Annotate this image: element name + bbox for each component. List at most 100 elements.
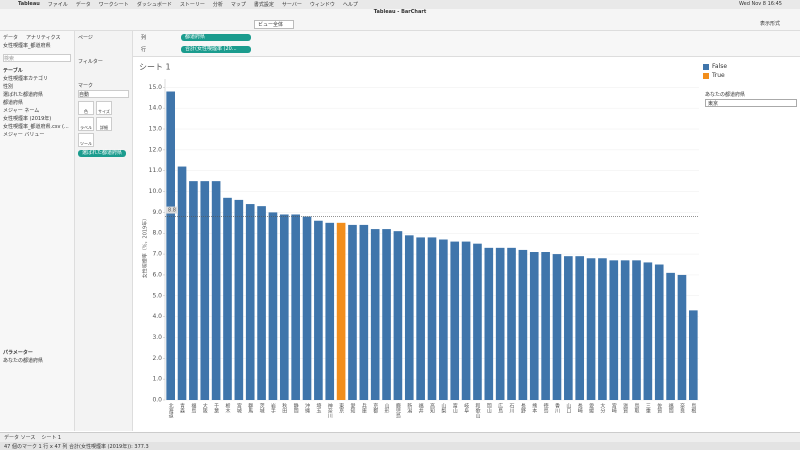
menu-item[interactable]: ウィンドウ <box>309 2 335 8</box>
pane-tab[interactable]: アナリティクス <box>26 35 61 41</box>
menu-item[interactable]: ファイル <box>47 2 68 8</box>
sheet-tab[interactable]: シート 1 <box>41 435 62 441</box>
bar <box>370 229 380 400</box>
mark-button[interactable]: サイズ <box>96 101 112 115</box>
menu-items: ファイル データ ワークシート ダッシュボード ストーリー 分析 マップ 書式設定 サーバー ウィ… <box>48 1 358 8</box>
x-tick-label: 鹿児島 <box>395 402 401 419</box>
y-tick-label: 5.0 <box>152 292 162 299</box>
rows-pill[interactable]: 合計(女性喫煙率 (20... <box>181 46 251 53</box>
x-tick-label: 石川 <box>509 403 515 413</box>
x-tick-label: 沖縄 <box>304 402 310 413</box>
menu-item[interactable]: ダッシュボード <box>136 2 172 8</box>
x-tick-label: 長野 <box>520 403 526 414</box>
menu-item[interactable]: ヘルプ <box>342 2 358 8</box>
legend: False True <box>703 62 798 212</box>
field[interactable]: 選ばれた都道府県 <box>3 92 44 98</box>
x-tick-label: 宮崎 <box>611 402 617 414</box>
menu-item[interactable]: 分析 <box>212 2 223 8</box>
legend-swatch <box>703 63 709 70</box>
bar <box>427 237 437 400</box>
x-tick-label: 和歌山 <box>474 402 480 419</box>
menu-item[interactable]: マップ <box>230 2 246 8</box>
search-box[interactable]: 検索 <box>3 54 71 62</box>
menu-item[interactable]: ワークシート <box>98 2 129 8</box>
legend-entry: True <box>703 71 798 80</box>
marks-card: マーク <box>78 83 94 89</box>
bar <box>234 199 244 400</box>
pane-tab[interactable]: データ <box>3 35 19 41</box>
sheet-tab[interactable]: データ ソース <box>4 435 36 441</box>
mark-button[interactable]: ラベル <box>78 117 94 131</box>
x-tick-label: 山梨 <box>440 402 446 414</box>
menu-bar: Tableau ファイル データ ワークシート ダッシュボード ストーリー 分析 マップ 書式… <box>0 0 800 9</box>
x-tick-label: 広島 <box>497 402 503 414</box>
field[interactable]: メジャー ネーム <box>3 108 40 114</box>
bar <box>200 181 210 400</box>
mark-button[interactable]: 詳細 <box>96 117 112 131</box>
columns-pill[interactable]: 都道府県 <box>181 34 251 41</box>
field[interactable]: 女性喫煙率_都道府県.csv (... <box>3 124 69 130</box>
mark-button[interactable]: ツールヒント <box>78 133 94 147</box>
bar <box>291 214 300 400</box>
columns-label: 列 <box>141 35 147 41</box>
color-pill[interactable]: 選ばれた都道府県 <box>78 150 127 157</box>
bar <box>495 247 505 400</box>
sheet-tabs: データ ソース シート 1 <box>0 432 800 442</box>
x-tick-label: 福島 <box>190 402 196 414</box>
mark-type[interactable]: 自動 <box>78 90 129 98</box>
bar <box>245 204 255 400</box>
menu-item[interactable]: サーバー <box>281 2 302 8</box>
bar <box>620 260 630 400</box>
bar <box>416 237 425 400</box>
x-tick-label: 香川 <box>554 402 560 413</box>
bar <box>552 254 562 400</box>
bar <box>166 91 175 400</box>
x-tick-label: 京都 <box>372 402 378 414</box>
sheet-title: シート 1 <box>139 63 171 72</box>
y-tick-label: 0.0 <box>152 397 162 404</box>
bar <box>450 241 460 400</box>
x-tick-label: 新潟 <box>406 402 412 414</box>
y-tick-label: 1.0 <box>152 376 162 383</box>
x-tick-label: 大分 <box>599 402 605 414</box>
menu-item[interactable]: ストーリー <box>179 2 205 8</box>
bar <box>677 274 687 400</box>
bar <box>609 260 619 400</box>
field[interactable]: 女性喫煙率カテゴリ <box>3 76 49 82</box>
show-me[interactable]: 表示形式 <box>760 21 781 27</box>
data-source[interactable]: 女性喫煙率_都道府県 <box>3 43 51 49</box>
mark-button[interactable]: 色 <box>78 101 94 115</box>
view-dropdown[interactable]: ビュー全体 <box>254 20 294 29</box>
y-tick-label: 12.0 <box>149 146 163 153</box>
legend-label: True <box>712 71 725 79</box>
field[interactable]: 都道府県 <box>3 100 24 106</box>
bar <box>564 256 573 400</box>
x-tick-label: 神奈川 <box>327 402 333 418</box>
legend-swatch <box>703 72 709 79</box>
x-tick-label: 東京 <box>338 402 344 414</box>
x-tick-label: 佐賀 <box>656 402 662 414</box>
parameter-card: あなたの都道府県 東京 <box>705 91 797 107</box>
bar <box>348 224 357 400</box>
x-tick-label: 三重 <box>645 403 651 413</box>
parameter-dropdown[interactable]: 東京 <box>705 99 797 107</box>
parameter[interactable]: あなたの都道府県 <box>3 358 44 364</box>
x-tick-label: 熊本 <box>531 402 537 414</box>
param-list: あなたの都道府県 <box>3 357 71 365</box>
bar <box>473 243 482 400</box>
bar <box>586 258 596 400</box>
menu-item[interactable]: データ <box>75 2 91 8</box>
field[interactable]: 性別 <box>3 84 14 90</box>
y-tick-label: 14.0 <box>149 105 163 112</box>
app-name[interactable]: Tableau <box>18 1 40 7</box>
bar <box>689 310 698 400</box>
x-tick-label: 滋賀 <box>622 402 628 414</box>
y-tick-label: 13.0 <box>149 126 163 133</box>
x-tick-label: 福井 <box>418 402 424 414</box>
bar <box>314 220 323 400</box>
field[interactable]: メジャー バリュー <box>3 132 45 138</box>
field[interactable]: 女性喫煙率 (2019年) <box>3 116 52 122</box>
bar <box>223 197 232 400</box>
menu-item[interactable]: 書式設定 <box>253 2 274 8</box>
